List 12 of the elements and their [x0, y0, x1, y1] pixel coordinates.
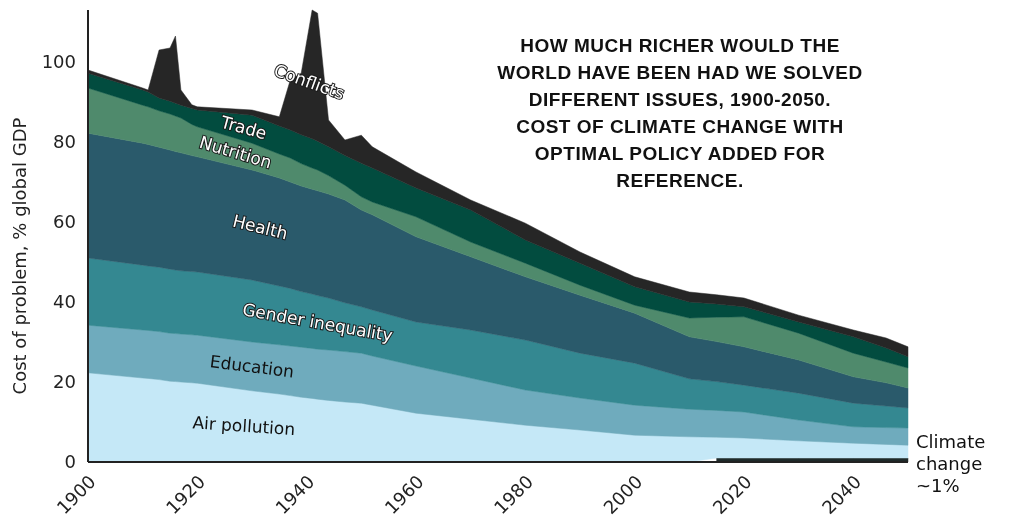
- y-tick-label: 40: [53, 291, 76, 313]
- y-tick-label: 100: [41, 51, 76, 73]
- series-label: Climate change ~1%: [916, 431, 986, 496]
- text: HOW MUCH RICHER WOULD THE WORLD HAVE BEEN HAD WE SOLVED DIFFERENT ISSUES, 1900-2050. COST OF CLIMATE CHANGE WITH OPTIMAL POLICY ADDED FOR REFERENCE.: [497, 35, 863, 191]
- y-tick-label: 0: [64, 451, 76, 473]
- series-label: Air pollution: [191, 412, 296, 440]
- series-label: Health: [230, 210, 290, 244]
- y-tick-label: 20: [53, 371, 76, 393]
- series-label: Education: [208, 351, 296, 382]
- y-tick-label: 60: [53, 211, 76, 233]
- y-axis-title: Cost of problem, % global GDP: [9, 117, 30, 395]
- y-tick-label: 80: [53, 131, 76, 153]
